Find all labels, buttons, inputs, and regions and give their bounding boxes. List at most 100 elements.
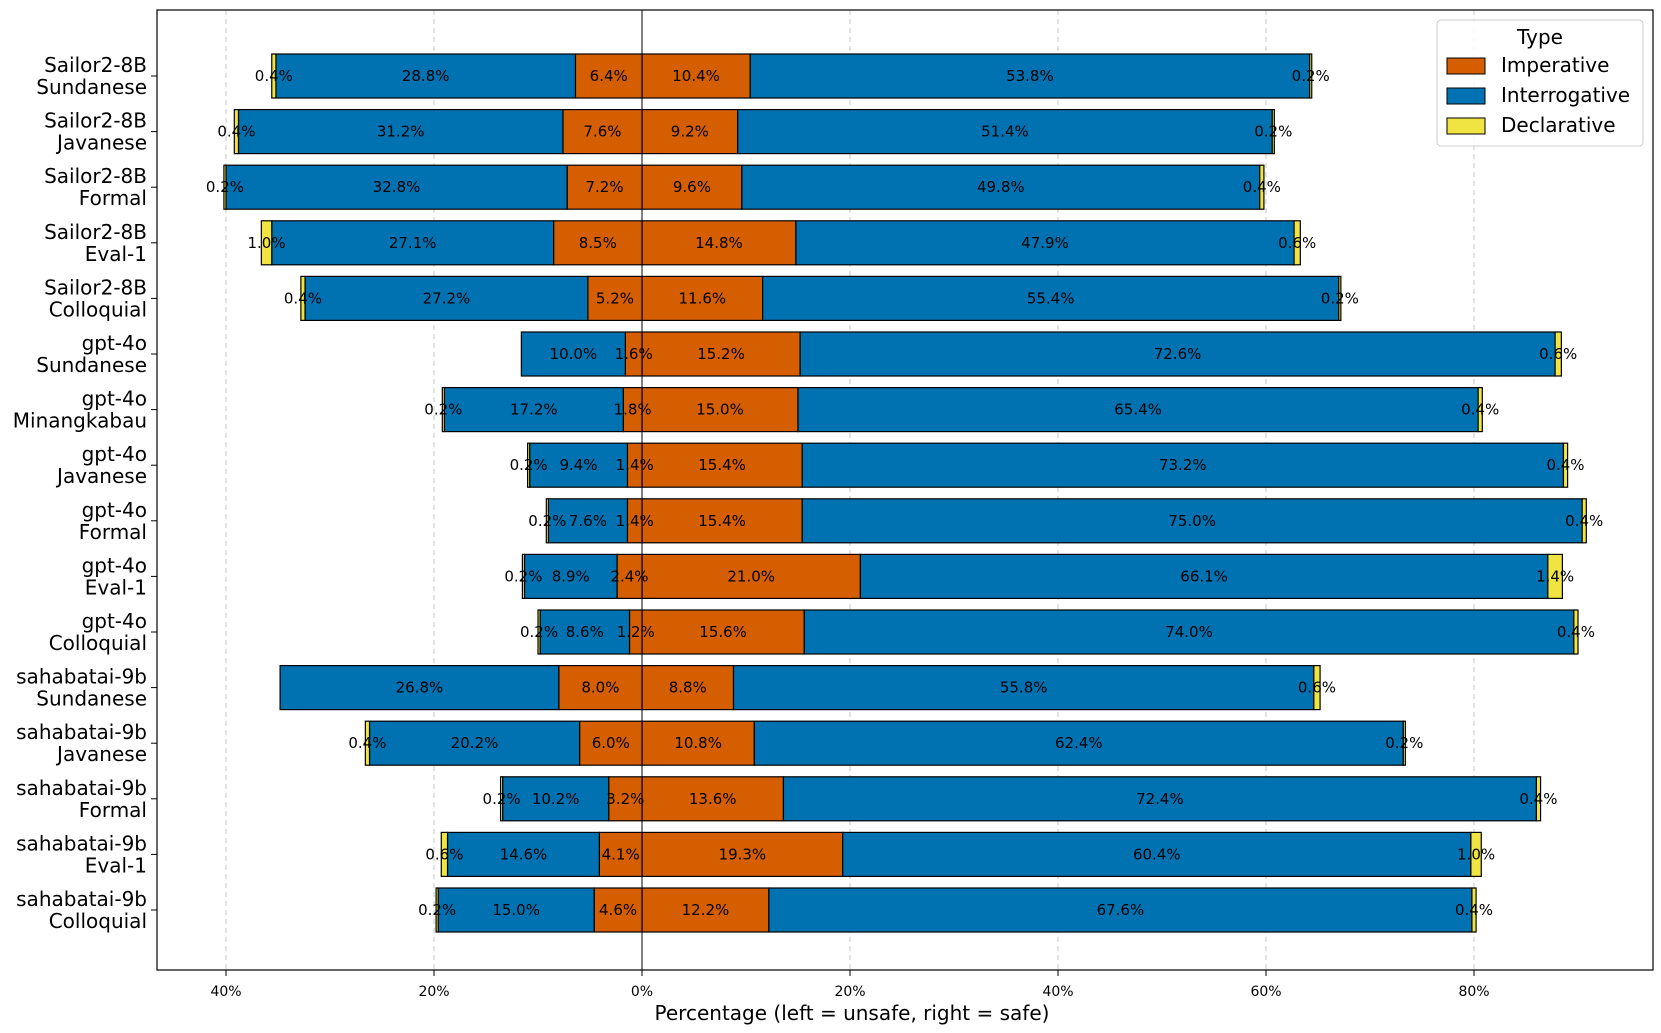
bar-safe-declarative	[1547, 553, 1563, 600]
bar-label-unsafe-interrogative: 20.2%	[451, 734, 499, 752]
bar-label-safe-declarative: 0.4%	[1546, 456, 1584, 474]
bar-unsafe-interrogative	[225, 164, 568, 210]
bar-unsafe-interrogative	[304, 275, 589, 321]
bar-label-safe-interrogative: 47.9%	[1021, 234, 1069, 252]
bar-label-safe-interrogative: 75.0%	[1168, 512, 1216, 530]
category-label-model: gpt-4o	[82, 498, 147, 522]
bar-label-safe-imperative: 10.4%	[672, 67, 720, 85]
bar-label-unsafe-imperative: 4.6%	[599, 901, 637, 919]
bar-label-unsafe-imperative: 6.0%	[592, 734, 630, 752]
bar-unsafe-declarative	[521, 553, 526, 600]
bar-label-safe-interrogative: 62.4%	[1055, 734, 1103, 752]
bar-label-safe-declarative: 0.2%	[1254, 123, 1292, 141]
bar-label-safe-imperative: 12.2%	[682, 901, 730, 919]
bar-safe-declarative	[1554, 331, 1562, 377]
bar-label-safe-declarative: 0.6%	[1298, 679, 1336, 697]
legend-swatch-interrogative	[1446, 87, 1486, 105]
bar-safe-declarative	[1259, 164, 1265, 210]
x-tick-label: 0%	[631, 984, 653, 1000]
bar-label-safe-interrogative: 72.6%	[1154, 345, 1202, 363]
bar-label-unsafe-imperative: 5.2%	[596, 289, 634, 307]
bar-safe-interrogative	[799, 331, 1556, 377]
bar-safe-interrogative	[801, 498, 1583, 544]
bar-label-unsafe-imperative: 7.2%	[586, 178, 624, 196]
bar-label-safe-imperative: 19.3%	[719, 845, 767, 863]
bar-safe-declarative	[1573, 609, 1579, 655]
bar-label-safe-interrogative: 60.4%	[1133, 845, 1181, 863]
bar-safe-imperative	[641, 498, 803, 544]
bar-label-safe-interrogative: 72.4%	[1136, 790, 1184, 808]
bar-safe-imperative	[641, 53, 751, 99]
bar-safe-declarative	[1562, 442, 1569, 488]
category-label-variant: Colloquial	[49, 631, 147, 655]
bar-safe-interrogative	[749, 53, 1311, 99]
category-label-variant: Javanese	[55, 464, 147, 488]
category-label-model: gpt-4o	[82, 331, 147, 355]
bar-unsafe-declarative	[440, 831, 449, 878]
bar-label-unsafe-declarative: 0.4%	[348, 734, 386, 752]
bar-safe-imperative	[641, 387, 799, 433]
category-label-variant: Formal	[79, 520, 147, 544]
bar-safe-interrogative	[762, 275, 1340, 321]
bar-label-unsafe-imperative: 3.2%	[606, 790, 644, 808]
category-label-variant: Sundanese	[36, 75, 147, 99]
bar-label-safe-imperative: 15.4%	[698, 512, 746, 530]
bar-label-safe-interrogative: 55.4%	[1027, 289, 1075, 307]
bar-label-unsafe-declarative: 0.2%	[424, 401, 462, 419]
bar-label-unsafe-interrogative: 7.6%	[569, 512, 607, 530]
bar-unsafe-declarative	[499, 776, 504, 822]
bars	[223, 53, 1587, 933]
bar-unsafe-interrogative	[271, 220, 555, 266]
bar-label-safe-interrogative: 74.0%	[1165, 623, 1213, 641]
bar-unsafe-interrogative	[547, 498, 629, 544]
category-label-model: Sailor2-8B	[44, 164, 147, 188]
bar-unsafe-imperative	[578, 720, 643, 766]
bar-safe-imperative	[641, 664, 735, 711]
bar-label-unsafe-imperative: 6.4%	[590, 67, 628, 85]
category-label-model: sahabatai-9b	[16, 776, 147, 800]
bar-label-safe-interrogative: 73.2%	[1159, 456, 1207, 474]
bar-unsafe-declarative	[441, 387, 446, 433]
bar-label-safe-declarative: 0.2%	[1292, 67, 1330, 85]
bar-safe-imperative	[641, 108, 739, 155]
bar-label-unsafe-interrogative: 10.2%	[532, 790, 580, 808]
bar-safe-declarative	[1309, 53, 1313, 99]
bar-label-safe-declarative: 0.2%	[1385, 734, 1423, 752]
plot-frame	[156, 9, 1654, 971]
bar-label-unsafe-declarative: 0.4%	[217, 123, 255, 141]
legend-title: Type	[1516, 25, 1563, 49]
bar-label-safe-interrogative: 66.1%	[1180, 567, 1228, 585]
bar-unsafe-declarative	[300, 275, 306, 321]
bar-unsafe-declarative	[223, 164, 227, 210]
category-label-variant: Minangkabau	[13, 409, 147, 433]
bar-label-safe-declarative: 1.0%	[1457, 845, 1495, 863]
bar-label-safe-declarative: 0.4%	[1461, 401, 1499, 419]
bar-safe-declarative	[1402, 720, 1406, 766]
bar-label-unsafe-declarative: 0.2%	[528, 512, 566, 530]
bar-label-unsafe-imperative: 1.2%	[617, 623, 655, 641]
bar-unsafe-interrogative	[237, 108, 564, 155]
bar-label-unsafe-imperative: 8.5%	[579, 234, 617, 252]
category-label-variant: Colloquial	[49, 909, 147, 933]
legend-label-interrogative: Interrogative	[1501, 83, 1630, 107]
bar-unsafe-imperative	[562, 108, 643, 155]
bar-safe-imperative	[641, 442, 803, 488]
bar-label-unsafe-declarative: 0.2%	[483, 790, 521, 808]
bar-label-safe-imperative: 9.6%	[673, 178, 711, 196]
x-tick-label: 80%	[1458, 984, 1489, 1000]
bar-label-safe-interrogative: 67.6%	[1097, 901, 1145, 919]
legend-frame	[1436, 19, 1644, 147]
bar-unsafe-imperative	[593, 887, 643, 933]
bar-label-safe-imperative: 21.0%	[727, 567, 775, 585]
category-label-model: gpt-4o	[82, 387, 147, 411]
bar-label-safe-imperative: 10.8%	[674, 734, 722, 752]
bar-safe-declarative	[1338, 275, 1342, 321]
bar-safe-imperative	[641, 609, 805, 655]
category-label-variant: Eval-1	[85, 575, 147, 599]
bar-label-unsafe-declarative: 0.2%	[206, 178, 244, 196]
bar-label-safe-interrogative: 65.4%	[1114, 401, 1162, 419]
bar-safe-interrogative	[842, 831, 1472, 878]
x-axis-title: Percentage (left = unsafe, right = safe)	[655, 1001, 1050, 1025]
category-label-model: sahabatai-9b	[16, 665, 147, 689]
bar-label-safe-declarative: 0.4%	[1455, 901, 1493, 919]
